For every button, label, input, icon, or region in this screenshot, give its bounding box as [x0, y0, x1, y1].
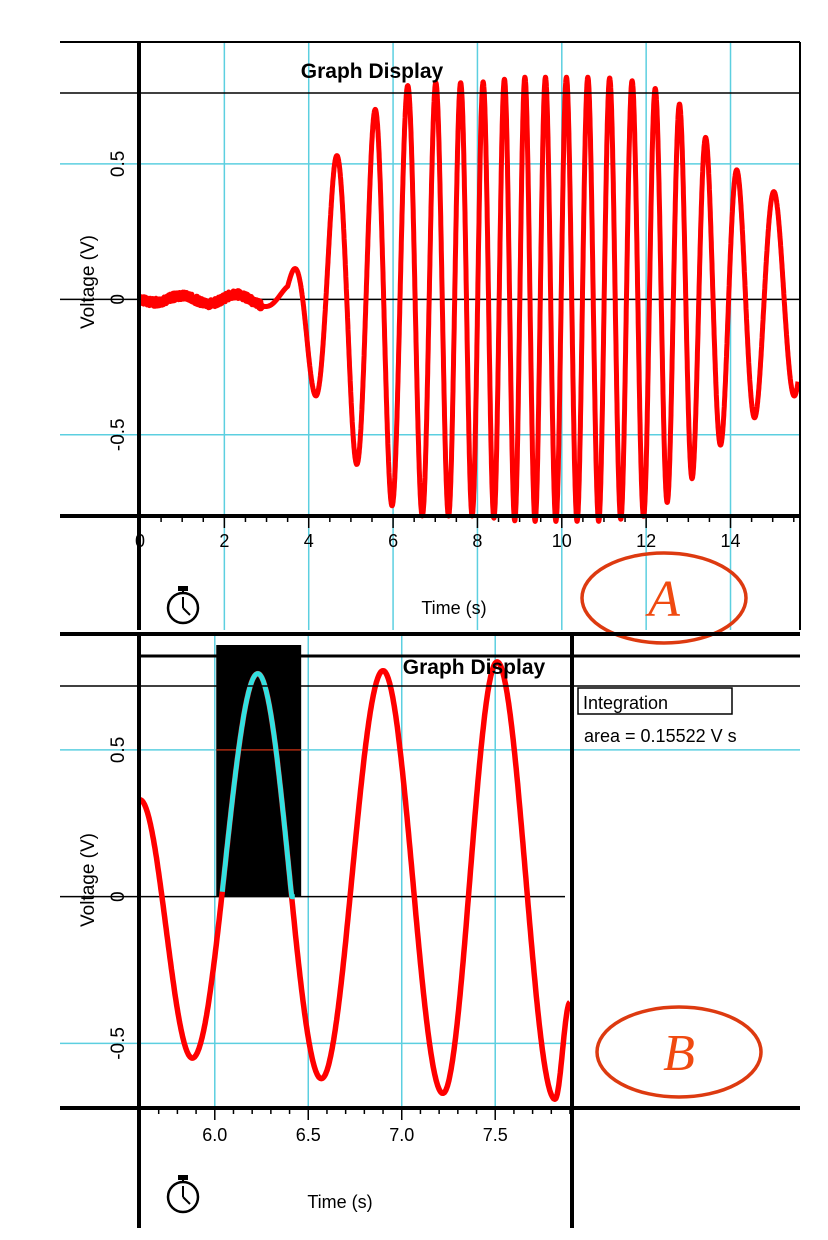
panel-a: 0 2 4 6 8 10 12 140.50-0.5 Graph Display Voltag…	[60, 42, 801, 645]
panel-b-x-axis-label: Time (s)	[307, 1192, 372, 1212]
x-tick-label: 2	[219, 531, 229, 551]
y-tick-label: 0.5	[108, 151, 129, 177]
panel-b-letter: B	[663, 1025, 695, 1082]
y-tick-label: -0.5	[108, 1027, 129, 1060]
integration-highlight-curve	[219, 671, 297, 900]
panel-b-y-axis-label: Voltage (V)	[78, 833, 99, 927]
integration-title: Integration	[583, 693, 668, 713]
x-tick-label: 6.5	[296, 1125, 321, 1145]
panel-a-label: A	[580, 551, 748, 645]
y-tick-label: 0.5	[108, 737, 129, 763]
panel-b-plot	[137, 659, 573, 1102]
x-tick-label: 10	[552, 531, 572, 551]
stopwatch-icon[interactable]	[166, 1175, 200, 1214]
stopwatch-icon[interactable]	[166, 586, 200, 625]
panel-a-y-axis-label: Voltage (V)	[78, 235, 99, 329]
series-line-voltage	[137, 659, 573, 1102]
x-tick-label: 6	[388, 531, 398, 551]
integration-box[interactable]: Integration area = 0.15522 V s	[577, 687, 737, 746]
y-tick-label: -0.5	[108, 418, 129, 451]
x-tick-label: 7.0	[389, 1125, 414, 1145]
panel-a-letter: A	[645, 571, 680, 628]
y-tick-label: 0	[108, 294, 129, 305]
panel-b: 6.0 6.5 7.0 7.5 0.5 0 -0.5 Graph Display Volta…	[60, 634, 800, 1214]
x-tick-label: 14	[720, 531, 740, 551]
panel-b-ticks: 6.0 6.5 7.0 7.5 0.5 0 -0.5	[108, 737, 571, 1145]
y-tick-label: 0	[108, 891, 129, 902]
x-tick-label: 4	[304, 531, 314, 551]
x-tick-label: 12	[636, 531, 656, 551]
x-tick-label: 8	[472, 531, 482, 551]
panel-b-grid	[60, 634, 800, 1108]
panel-a-plot	[137, 74, 801, 524]
x-tick-label: 7.5	[483, 1125, 508, 1145]
frame-lines	[60, 41, 801, 1228]
panel-b-label: B	[595, 1005, 763, 1099]
x-tick-label: 6.0	[202, 1125, 227, 1145]
series-line-voltage	[137, 74, 801, 524]
panel-b-title: Graph Display	[403, 656, 546, 679]
integration-result: area = 0.15522 V s	[584, 726, 737, 746]
panel-a-title: Graph Display	[301, 60, 444, 83]
panel-a-x-axis-label: Time (s)	[421, 598, 486, 618]
